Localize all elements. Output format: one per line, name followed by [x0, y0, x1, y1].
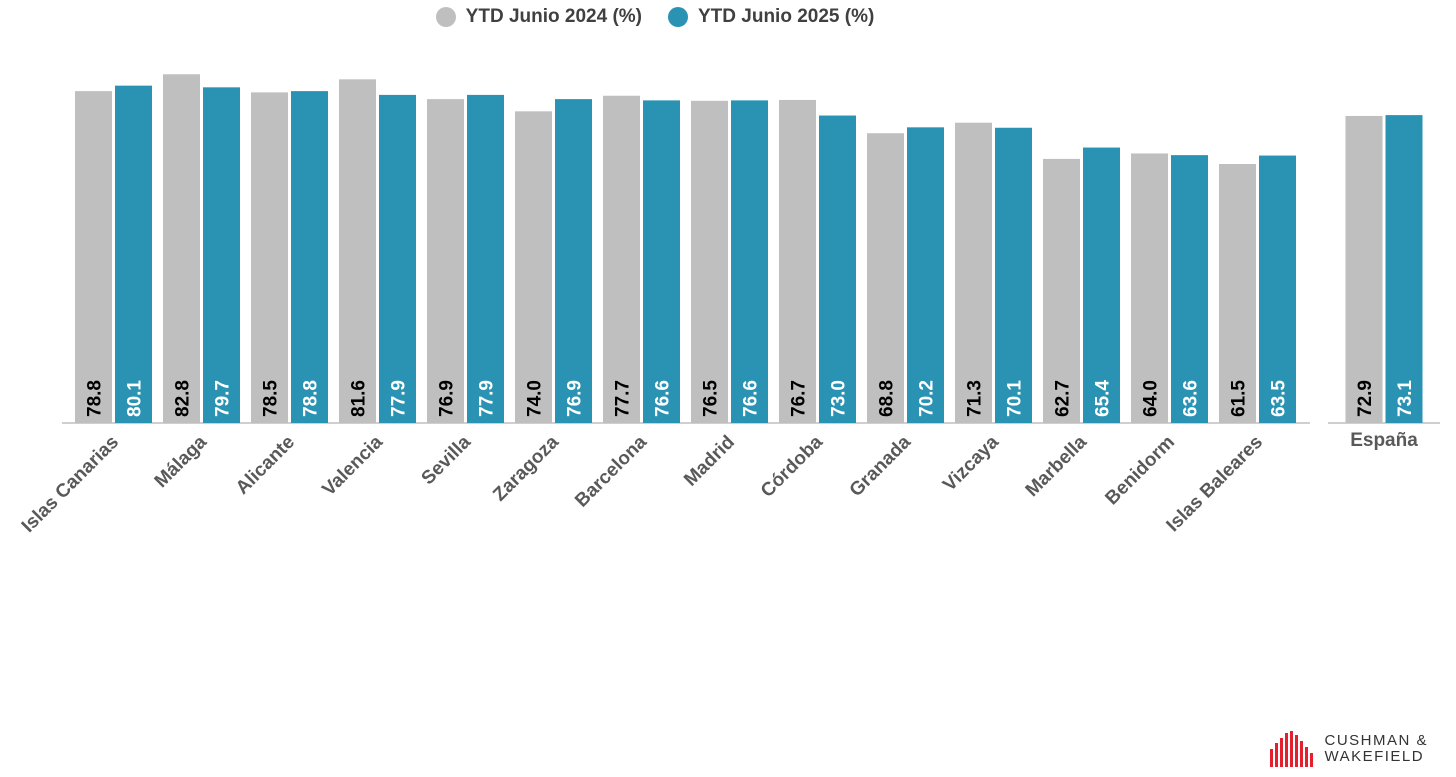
bar-benidorm-2024: [1131, 153, 1168, 423]
bar-espana-2024: [1345, 115, 1383, 424]
data-label-sevilla-2024: 76.9: [437, 380, 458, 417]
bar-zaragoza-2024: [515, 111, 552, 424]
data-label-valencia-2024: 81.6: [349, 380, 370, 417]
bars-total-group: 72.9 73.1 España: [1328, 115, 1440, 451]
data-label-islas-baleares-2024: 61.5: [1229, 380, 1250, 417]
bar-cordoba-2025: [819, 115, 856, 424]
cushman-wakefield-logo: CUSHMAN & WAKEFIELD: [1270, 731, 1428, 767]
category-label-islas-baleares: Islas Baleares: [1163, 432, 1267, 536]
category-label-madrid: Madrid: [680, 432, 739, 491]
data-label-zaragoza-2025: 76.9: [565, 380, 586, 417]
data-label-islas-canarias-2024: 78.8: [85, 380, 106, 417]
bar-barcelona-2025: [643, 100, 680, 424]
bar-alicante-2025: [291, 91, 328, 423]
data-label-cordoba-2024: 76.7: [789, 380, 810, 417]
data-label-marbella-2025: 65.4: [1093, 380, 1114, 417]
data-label-vizcaya-2024: 71.3: [965, 380, 986, 417]
category-label-sevilla: Sevilla: [418, 431, 476, 489]
bar-madrid-2024: [691, 100, 728, 424]
legend-item-2025: YTD Junio 2025 (%): [668, 6, 874, 28]
category-label-cordoba: Córdoba: [757, 431, 827, 501]
data-label-espana-2025: 73.1: [1395, 380, 1416, 417]
category-label-espana: España: [1350, 430, 1418, 451]
bar-valencia-2024: [339, 79, 376, 423]
bar-valencia-2025: [379, 94, 416, 423]
bar-madrid-2025: [731, 100, 768, 424]
bar-marbella-2024: [1043, 158, 1080, 423]
data-label-sevilla-2025: 77.9: [477, 380, 498, 417]
bar-malaga-2025: [203, 87, 240, 423]
bar-zaragoza-2025: [555, 99, 592, 423]
data-label-granada-2025: 70.2: [917, 380, 938, 417]
data-label-barcelona-2025: 76.6: [653, 380, 674, 417]
data-label-islas-baleares-2025: 63.5: [1269, 380, 1290, 417]
data-label-cordoba-2025: 73.0: [829, 380, 850, 417]
bar-alicante-2024: [251, 92, 288, 424]
data-label-benidorm-2025: 63.6: [1181, 380, 1202, 417]
logo-text: CUSHMAN & WAKEFIELD: [1324, 733, 1428, 765]
bar-barcelona-2024: [603, 95, 640, 423]
data-label-espana-2024: 72.9: [1355, 380, 1376, 417]
category-label-malaga: Málaga: [151, 431, 212, 492]
bar-islas-canarias-2025: [115, 85, 152, 424]
legend-label-2024: YTD Junio 2024 (%): [465, 6, 642, 27]
legend-swatch-2024: [435, 7, 456, 27]
data-label-barcelona-2024: 77.7: [613, 380, 634, 417]
bar-marbella-2025: [1083, 147, 1120, 423]
chart-legend: YTD Junio 2024 (%) YTD Junio 2025 (%): [0, 6, 1310, 28]
data-label-granada-2024: 68.8: [877, 380, 898, 417]
bar-islas-baleares-2024: [1219, 163, 1256, 423]
bar-benidorm-2025: [1171, 155, 1208, 423]
data-label-malaga-2025: 79.7: [213, 380, 234, 417]
bar-granada-2025: [907, 127, 944, 424]
data-label-madrid-2024: 76.5: [701, 380, 722, 417]
logo-line-2: WAKEFIELD: [1324, 748, 1425, 765]
bar-sevilla-2025: [467, 94, 504, 423]
data-label-valencia-2025: 77.9: [389, 380, 410, 417]
logo-bars-icon: [1270, 731, 1314, 767]
legend-label-2025: YTD Junio 2025 (%): [698, 6, 875, 27]
category-label-islas-canarias: Islas Canarias: [18, 432, 123, 537]
category-label-alicante: Alicante: [232, 432, 299, 499]
bar-sevilla-2024: [427, 99, 464, 423]
bar-granada-2024: [867, 133, 904, 423]
category-label-marbella: Marbella: [1022, 431, 1092, 501]
data-label-alicante-2025: 78.8: [301, 380, 322, 417]
data-label-vizcaya-2025: 70.1: [1005, 380, 1026, 417]
category-label-granada: Granada: [846, 431, 916, 501]
legend-item-2024: YTD Junio 2024 (%): [435, 6, 642, 28]
data-label-benidorm-2024: 64.0: [1141, 380, 1162, 417]
data-label-marbella-2024: 62.7: [1053, 380, 1074, 417]
bar-malaga-2024: [163, 74, 200, 424]
bar-cordoba-2024: [779, 99, 816, 424]
category-label-zaragoza: Zaragoza: [489, 431, 563, 505]
data-label-alicante-2024: 78.5: [261, 380, 282, 417]
logo-line-1: CUSHMAN &: [1324, 732, 1428, 749]
bar-espana-2025: [1385, 115, 1423, 424]
bar-vizcaya-2024: [955, 122, 992, 424]
category-label-vizcaya: Vizcaya: [939, 431, 1003, 495]
data-label-zaragoza-2024: 74.0: [525, 380, 546, 417]
data-label-malaga-2024: 82.8: [173, 380, 194, 417]
bar-islas-baleares-2025: [1259, 155, 1296, 423]
bar-islas-canarias-2024: [75, 91, 112, 423]
bar-vizcaya-2025: [995, 127, 1032, 423]
data-label-islas-canarias-2025: 80.1: [125, 380, 146, 417]
legend-swatch-2025: [668, 7, 688, 27]
data-label-madrid-2025: 76.6: [741, 380, 762, 417]
category-label-valencia: Valencia: [318, 431, 387, 500]
category-label-barcelona: Barcelona: [571, 431, 651, 511]
category-label-benidorm: Benidorm: [1101, 432, 1179, 510]
